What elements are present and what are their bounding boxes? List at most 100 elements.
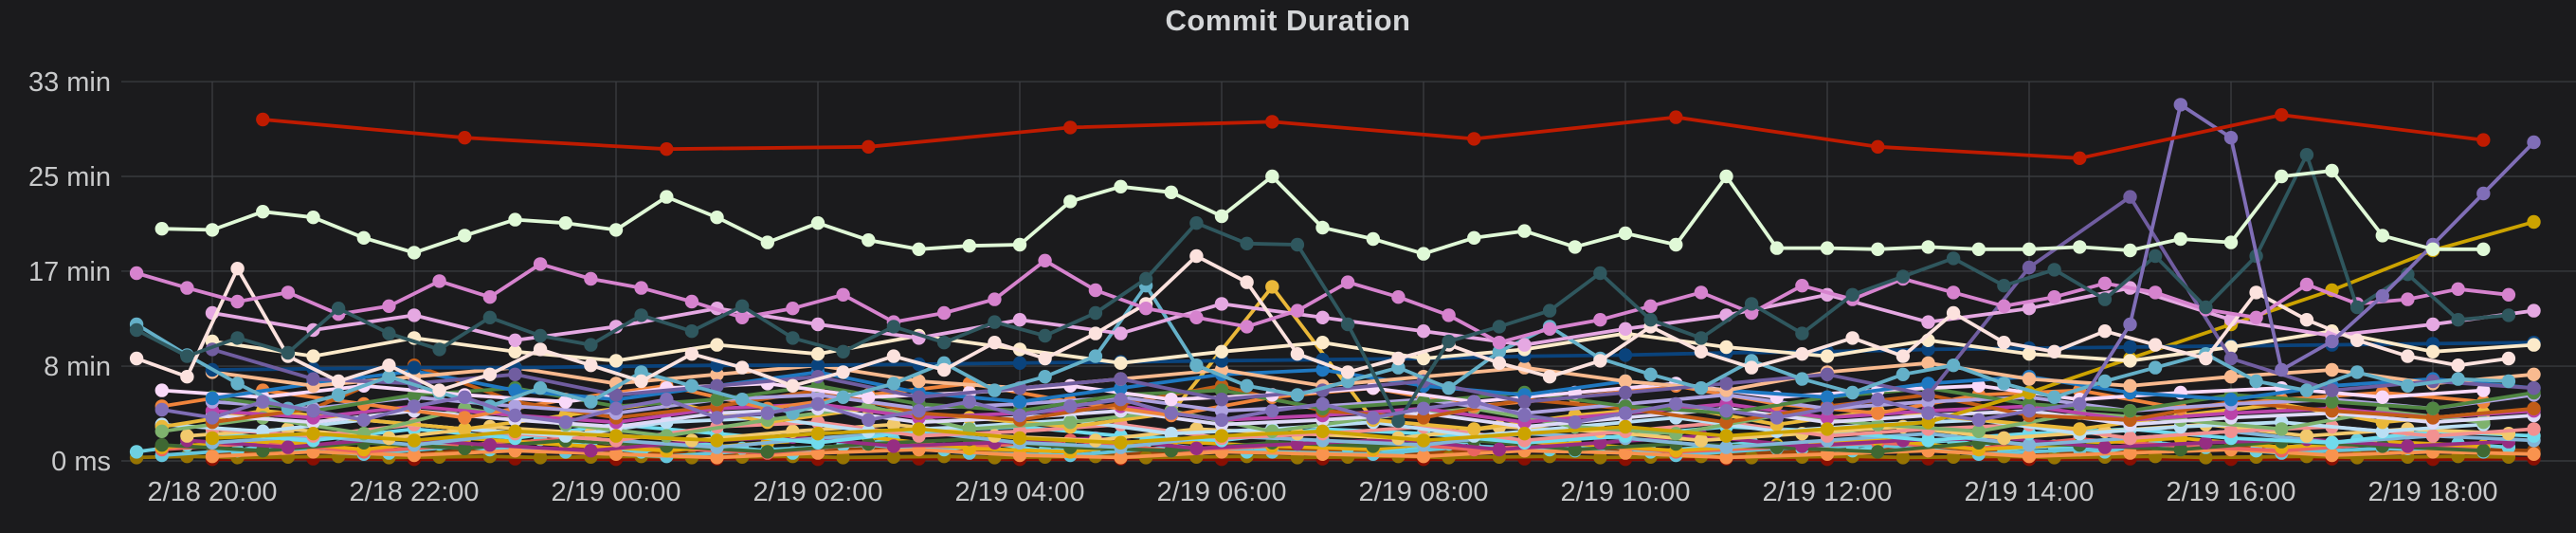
data-point xyxy=(862,390,876,404)
data-point xyxy=(1290,347,1305,361)
data-point xyxy=(533,328,548,343)
data-point xyxy=(1997,336,2011,350)
data-point xyxy=(1467,395,1481,409)
series-line xyxy=(159,102,2536,425)
data-point xyxy=(154,222,169,236)
data-point xyxy=(836,365,850,379)
data-point xyxy=(1820,422,1835,436)
data-point xyxy=(2123,431,2137,446)
data-point xyxy=(1845,385,1859,400)
y-axis-label: 8 min xyxy=(44,352,111,382)
data-point xyxy=(1643,299,1658,313)
data-point xyxy=(1012,395,1027,409)
data-point xyxy=(2173,442,2187,457)
data-point xyxy=(608,447,624,461)
data-point xyxy=(1517,408,1532,423)
data-point xyxy=(608,401,624,415)
data-point xyxy=(2022,302,2037,316)
data-point xyxy=(2123,404,2137,418)
data-point xyxy=(1618,419,1633,434)
data-point xyxy=(1896,269,1911,284)
data-point xyxy=(508,344,522,358)
data-point xyxy=(2073,151,2087,165)
data-point xyxy=(1921,388,1935,402)
data-point xyxy=(1921,240,1935,254)
data-point xyxy=(180,429,194,443)
data-point xyxy=(1416,351,1431,366)
data-point xyxy=(1189,358,1204,373)
data-point xyxy=(1896,367,1911,381)
data-point xyxy=(1164,406,1179,420)
data-point xyxy=(154,424,169,438)
data-point xyxy=(1694,381,1709,395)
data-point xyxy=(1012,356,1027,370)
data-point xyxy=(760,235,774,249)
data-point xyxy=(1340,317,1355,332)
data-point xyxy=(2425,317,2440,332)
data-point xyxy=(912,374,926,389)
data-point xyxy=(2299,148,2314,162)
data-point xyxy=(810,317,825,332)
data-point xyxy=(1416,324,1431,339)
data-point xyxy=(2097,292,2113,306)
data-point xyxy=(1719,404,1733,418)
data-point xyxy=(407,308,422,322)
x-axis-label: 2/19 18:00 xyxy=(2367,477,2497,507)
data-point xyxy=(2123,354,2137,368)
data-point xyxy=(180,349,194,363)
data-point xyxy=(256,205,270,219)
data-point xyxy=(2073,240,2087,254)
data-point xyxy=(2148,360,2163,375)
data-point xyxy=(886,377,901,391)
data-point xyxy=(988,292,1002,306)
data-point xyxy=(1744,297,1759,311)
data-point xyxy=(458,411,472,425)
data-point xyxy=(2299,277,2314,292)
series-red xyxy=(256,108,2491,165)
data-point xyxy=(1669,396,1683,412)
data-point xyxy=(2199,435,2213,450)
data-point xyxy=(1517,395,1532,409)
data-point xyxy=(2349,365,2365,379)
series-line xyxy=(135,284,2511,415)
data-point xyxy=(1114,435,1128,450)
data-point xyxy=(584,338,598,352)
data-point xyxy=(2199,300,2213,315)
data-point xyxy=(2073,396,2087,412)
data-point xyxy=(1240,378,1254,393)
data-point xyxy=(760,445,774,459)
data-point xyxy=(1088,283,1103,298)
data-point xyxy=(1391,290,1406,304)
data-point xyxy=(382,358,396,373)
data-point xyxy=(660,393,674,407)
data-point xyxy=(382,326,396,340)
data-point xyxy=(2223,370,2239,384)
data-point xyxy=(1012,431,1027,446)
data-point xyxy=(2022,438,2037,452)
x-axis-label: 2/19 04:00 xyxy=(954,477,1084,507)
data-point xyxy=(2123,243,2137,258)
data-point xyxy=(1542,303,1557,318)
data-point xyxy=(1542,322,1557,336)
data-point xyxy=(2375,229,2389,243)
data-point xyxy=(1568,415,1583,430)
data-point xyxy=(988,383,1002,397)
data-point xyxy=(2223,235,2239,249)
data-point xyxy=(2501,351,2516,366)
data-point xyxy=(432,342,446,357)
data-point xyxy=(1063,120,1078,135)
data-point xyxy=(1997,279,2011,293)
data-point xyxy=(1315,362,1330,377)
data-point xyxy=(584,358,598,373)
data-point xyxy=(2325,362,2339,377)
data-point xyxy=(660,190,674,204)
data-point xyxy=(1442,334,1456,349)
data-point xyxy=(2299,383,2314,397)
data-point xyxy=(912,422,926,436)
x-axis-label: 2/19 10:00 xyxy=(1560,477,1690,507)
data-point xyxy=(356,230,371,245)
data-point xyxy=(2097,324,2113,339)
data-point xyxy=(1618,348,1633,362)
data-point xyxy=(2451,282,2465,296)
